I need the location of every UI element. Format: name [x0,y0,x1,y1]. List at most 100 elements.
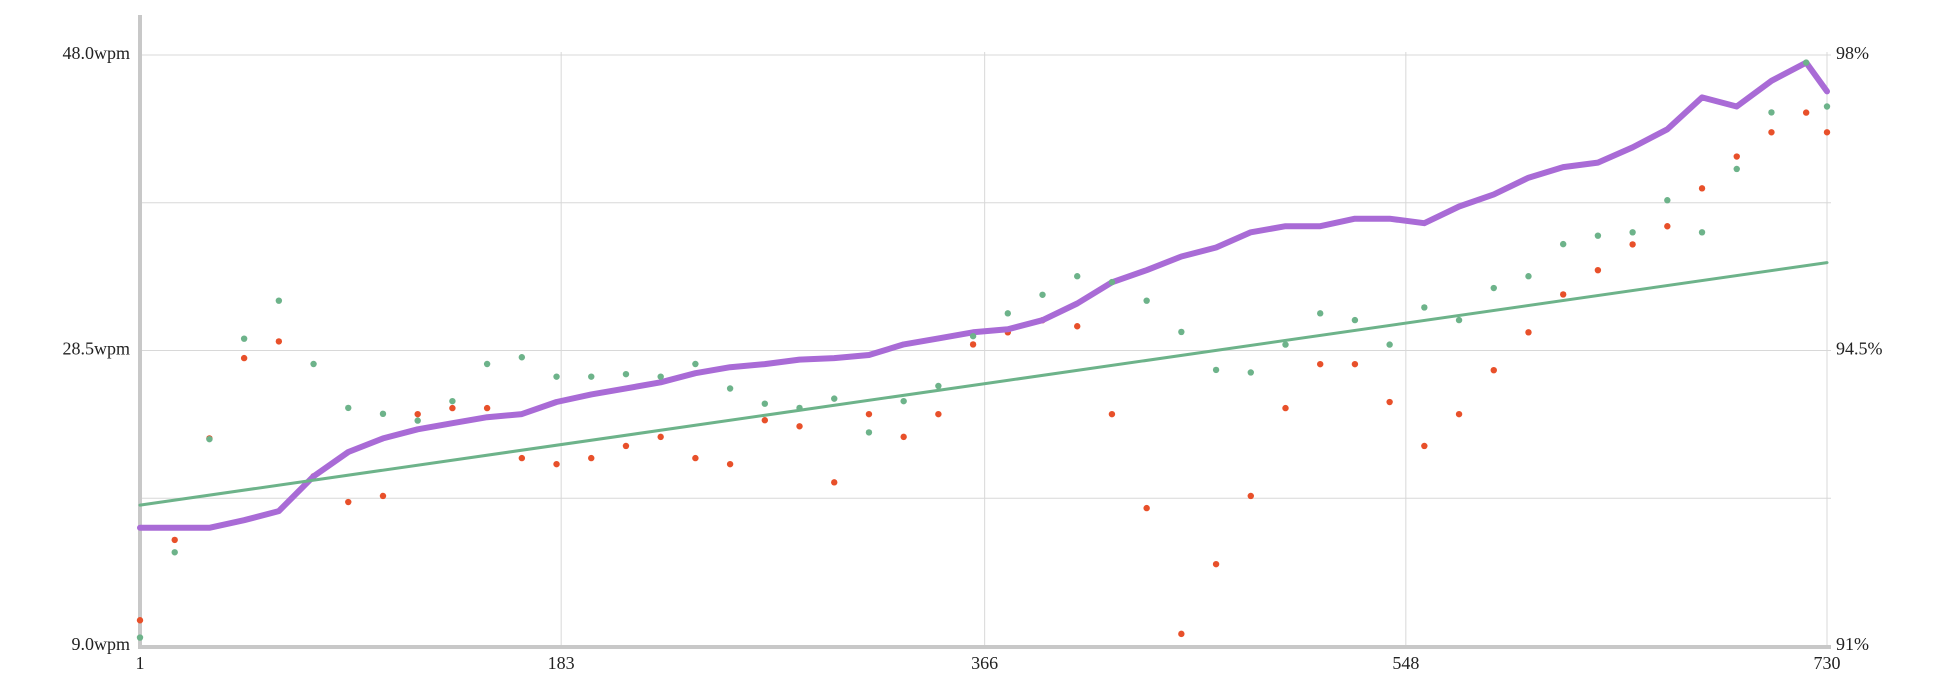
data-point [275,297,283,304]
data-point [1629,241,1636,248]
data-point [1733,165,1740,173]
data-point [935,382,942,390]
x-tick-label: 183 [548,653,575,673]
data-point [622,370,630,378]
data-point [935,410,942,418]
data-point [1768,109,1775,116]
data-point [345,404,352,412]
data-point [1421,442,1428,450]
data-point [1143,297,1150,304]
data-point [1559,240,1567,248]
data-point [483,360,491,368]
data-point [449,404,456,412]
data-point [1421,304,1428,311]
data-point [1664,197,1671,204]
data-point [1317,360,1324,368]
data-point [518,354,526,361]
data-point [588,454,595,462]
data-point [900,397,907,405]
data-point [553,373,560,380]
data-point [1108,278,1116,286]
data-point [588,373,595,380]
data-point [1212,366,1220,374]
data-point [1664,223,1671,230]
data-point [1823,103,1831,110]
data-point [310,360,317,368]
data-point [692,454,699,462]
data-point [136,617,144,624]
data-point [1351,360,1359,368]
data-point [240,335,248,342]
data-point [726,385,734,392]
data-point [379,410,387,418]
x-tick-label: 366 [971,653,998,673]
data-point [796,423,803,430]
data-point [171,536,178,544]
data-point [1490,367,1497,374]
data-point [1178,630,1185,638]
data-point [171,549,178,556]
data-point [1525,329,1532,336]
data-point [1559,291,1567,298]
data-point [1698,185,1706,192]
data-point [1351,316,1359,324]
data-point [831,479,838,486]
data-point [726,460,734,468]
data-point [518,454,526,462]
data-point [1594,266,1602,274]
data-point [1629,229,1636,236]
data-point [553,460,560,468]
data-point [622,442,630,450]
data-point [414,410,421,418]
data-point [1386,341,1393,348]
data-point [275,338,283,345]
data-point [449,397,456,405]
data-point [1074,323,1081,330]
data-point [657,373,664,380]
data-point [1074,273,1081,280]
data-point [136,634,144,641]
x-tick-label: 730 [1814,653,1841,673]
data-point [206,435,213,443]
data-point [1386,398,1393,406]
data-point [1802,109,1810,116]
data-point [1698,229,1706,236]
data-point [1594,232,1602,239]
data-point [414,417,421,424]
y2-tick-label: 91% [1836,634,1869,654]
data-point [1525,273,1532,280]
data-point [1247,369,1254,376]
data-point [1247,492,1254,500]
data-point [1282,404,1289,412]
data-point [1455,316,1463,324]
y-tick-label: 9.0wpm [72,634,131,654]
data-point [969,341,977,348]
data-point [1143,504,1150,512]
data-point [761,400,769,407]
y-tick-label: 28.5wpm [63,339,131,359]
trend-line [138,261,1829,507]
data-point [865,410,873,418]
data-point [1317,310,1324,317]
y2-tick-label: 98% [1836,43,1869,63]
series-line [137,59,1830,531]
data-point [1802,59,1810,66]
y-tick-label: 48.0wpm [63,43,131,63]
data-point [900,433,907,441]
data-point [657,433,664,441]
data-point [1768,129,1775,136]
y2-tick-label: 94.5% [1836,339,1883,359]
data-point [1039,291,1046,298]
data-point [1178,328,1185,336]
data-point [692,360,699,368]
data-point [969,332,977,340]
data-point [761,417,769,424]
data-point [1733,153,1740,160]
data-point [1823,129,1831,136]
x-tick-label: 548 [1392,653,1419,673]
data-point [1108,410,1116,418]
x-tick-label: 1 [136,653,145,673]
data-point [1004,310,1011,317]
